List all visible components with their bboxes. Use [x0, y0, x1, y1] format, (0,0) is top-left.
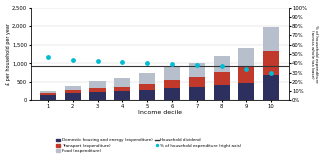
- Y-axis label: % of household expenditure
(across whole tax base): % of household expenditure (across whole…: [310, 25, 318, 83]
- Point: [120, 61, 125, 64]
- Bar: [139, 84, 155, 91]
- Legend: Domestic housing and energy (expenditure), Transport (expenditure), Food (expend: Domestic housing and energy (expenditure…: [56, 138, 242, 153]
- Bar: [40, 93, 56, 95]
- Bar: [238, 66, 254, 83]
- Bar: [89, 81, 106, 88]
- Bar: [139, 73, 155, 84]
- Point: [95, 60, 100, 63]
- X-axis label: Income decile: Income decile: [138, 110, 181, 115]
- Bar: [139, 91, 155, 100]
- Point: [70, 58, 75, 61]
- Bar: [189, 63, 205, 77]
- Bar: [40, 95, 56, 100]
- Bar: [263, 51, 279, 75]
- Bar: [65, 91, 81, 93]
- Point: [169, 63, 175, 65]
- Point: [219, 65, 224, 67]
- Bar: [89, 92, 106, 100]
- Y-axis label: £ per household per year: £ per household per year: [6, 23, 11, 85]
- Bar: [164, 67, 180, 80]
- Bar: [189, 77, 205, 87]
- Bar: [89, 88, 106, 92]
- Bar: [65, 86, 81, 91]
- Bar: [189, 87, 205, 100]
- Point: [194, 64, 199, 66]
- Point: [244, 68, 249, 70]
- Point: [145, 62, 150, 64]
- Bar: [164, 80, 180, 88]
- Bar: [114, 91, 131, 100]
- Bar: [164, 88, 180, 100]
- Bar: [214, 85, 230, 100]
- Bar: [114, 87, 131, 91]
- Bar: [214, 56, 230, 72]
- Bar: [238, 83, 254, 100]
- Point: [45, 55, 51, 58]
- Bar: [238, 48, 254, 66]
- Point: [269, 71, 274, 74]
- Bar: [65, 93, 81, 100]
- Bar: [114, 78, 131, 87]
- Bar: [40, 91, 56, 93]
- Bar: [263, 27, 279, 51]
- Bar: [263, 75, 279, 100]
- Bar: [214, 72, 230, 85]
